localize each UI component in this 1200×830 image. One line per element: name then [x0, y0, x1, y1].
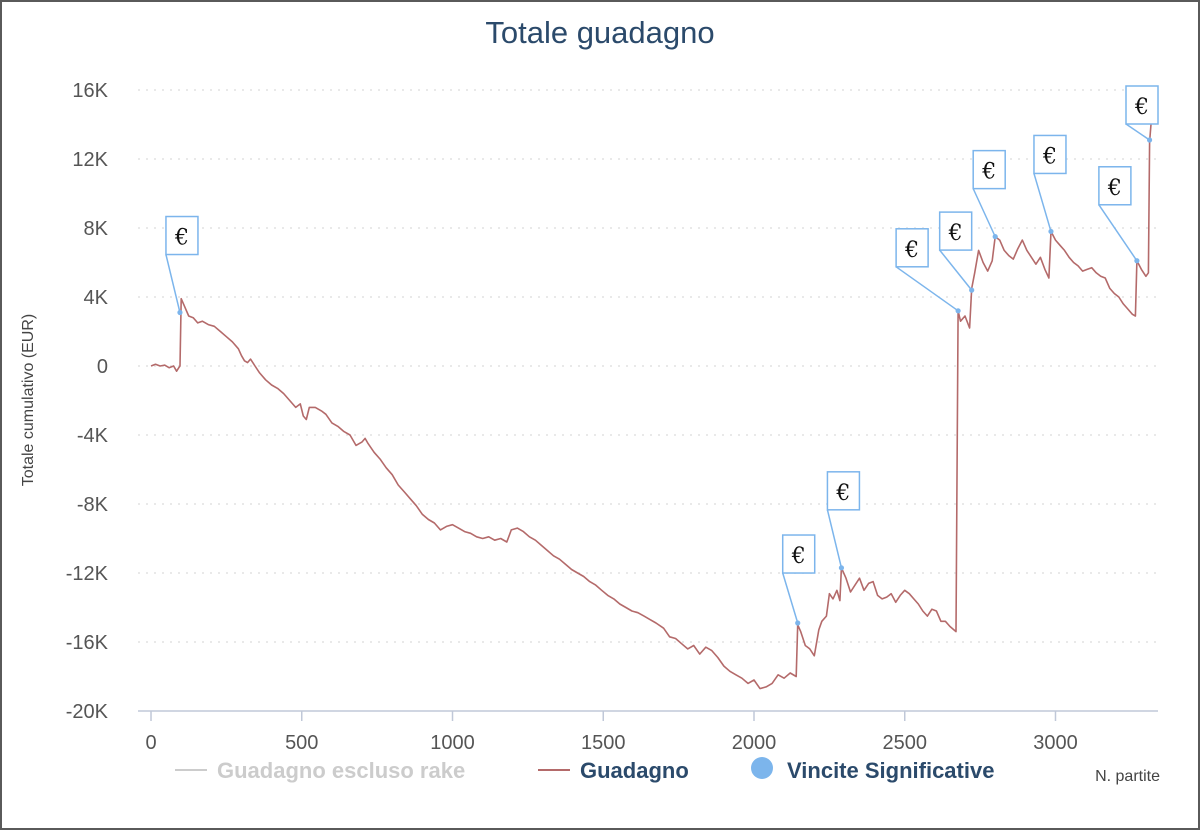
- win-flag-connector: [781, 572, 799, 624]
- win-flag-label: €: [1134, 95, 1149, 120]
- win-flag-connector: [1098, 204, 1138, 262]
- y-tick-label-16k: 16K: [72, 80, 108, 102]
- legend: Guadagno escluso rake Guadagno Vincite S…: [175, 757, 994, 783]
- legend-item-guadagno-escluso-rake[interactable]: Guadagno escluso rake: [175, 758, 465, 783]
- y-tick-label-4k: -4K: [77, 425, 109, 447]
- win-flag-connector: [1125, 123, 1150, 141]
- legend-label-guadagno-escluso-rake: Guadagno escluso rake: [217, 758, 465, 783]
- x-tick-label-0: 0: [145, 732, 156, 754]
- win-point[interactable]: [1146, 137, 1153, 143]
- y-tick-label-0: 0: [97, 356, 108, 378]
- win-flag-label: €: [948, 221, 963, 246]
- win-flag-connector: [972, 188, 996, 237]
- x-tick-label-3000: 3000: [1033, 732, 1078, 754]
- series-line-guadagno[interactable]: [150, 119, 1153, 690]
- win-flag-connector: [1033, 173, 1052, 232]
- series-layer: [150, 119, 1153, 690]
- win-point[interactable]: [177, 309, 183, 316]
- win-flag-7[interactable]: €: [1033, 134, 1067, 235]
- win-flag-connector: [826, 509, 843, 569]
- x-tick-label-1500: 1500: [581, 732, 626, 754]
- win-point[interactable]: [1134, 258, 1140, 264]
- flags-layer: € € € € € € € € €: [165, 85, 1159, 626]
- legend-label-vincite-significative: Vincite Significative: [787, 758, 994, 783]
- x-tick-label-500: 500: [285, 732, 318, 754]
- win-flag-box: [972, 149, 1006, 190]
- win-flag-label: €: [174, 226, 189, 251]
- win-flag-label: €: [1107, 176, 1122, 201]
- win-flag-box: [938, 211, 973, 251]
- win-flag-9[interactable]: €: [1125, 85, 1159, 143]
- chart-title: Totale guadagno: [485, 15, 714, 50]
- y-tick-label-16k: -16K: [66, 632, 109, 654]
- win-point[interactable]: [969, 287, 975, 293]
- win-flag-label: €: [791, 544, 806, 569]
- win-flag-box: [1033, 134, 1067, 175]
- win-flag-box: [895, 228, 929, 268]
- win-flag-box: [1098, 166, 1132, 206]
- y-axis-ticks: 16K 12K 8K 4K 0 -4K -8K -12K -16K -20K: [66, 80, 109, 723]
- win-flag-connector: [895, 266, 959, 312]
- y-tick-label-12k: 12K: [72, 149, 108, 171]
- win-flag-connector: [939, 249, 973, 291]
- x-tick-label-1000: 1000: [430, 732, 475, 754]
- win-point[interactable]: [992, 234, 998, 240]
- x-tick-label-2500: 2500: [882, 732, 927, 754]
- legend-label-guadagno: Guadagno: [580, 758, 689, 783]
- win-flag-label: €: [904, 238, 919, 263]
- win-flag-box: [1125, 85, 1159, 125]
- win-point[interactable]: [955, 308, 961, 314]
- win-flag-4[interactable]: €: [895, 228, 961, 314]
- y-axis-title: Totale cumulativo (EUR): [20, 314, 37, 487]
- legend-item-guadagno[interactable]: Guadagno: [538, 758, 689, 783]
- win-flag-box: [826, 471, 861, 511]
- win-flag-2[interactable]: €: [781, 534, 816, 626]
- legend-swatch-vincite-significative: [751, 757, 773, 779]
- win-flag-1[interactable]: €: [165, 215, 199, 316]
- win-point[interactable]: [795, 620, 801, 626]
- legend-item-vincite-significative[interactable]: Vincite Significative: [751, 757, 994, 783]
- win-point[interactable]: [838, 565, 845, 571]
- win-flag-label: €: [835, 481, 850, 506]
- win-flag-label: €: [981, 160, 996, 185]
- y-tick-label-4k: 4K: [84, 287, 109, 309]
- x-axis: 0 500 1000 1500 2000 2500 3000: [138, 710, 1158, 754]
- win-flag-8[interactable]: €: [1098, 166, 1140, 264]
- y-tick-label-12k: -12K: [66, 563, 109, 585]
- win-flag-5[interactable]: €: [938, 211, 975, 293]
- x-tick-label-2000: 2000: [732, 732, 777, 754]
- x-axis-title: N. partite: [1095, 768, 1160, 785]
- win-flag-3[interactable]: €: [826, 471, 861, 571]
- win-flag-label: €: [1042, 144, 1057, 169]
- win-flag-box: [781, 534, 816, 574]
- win-flag-connector: [165, 254, 181, 313]
- y-tick-label-20k: -20K: [66, 701, 109, 723]
- win-flag-box: [165, 215, 199, 256]
- win-point[interactable]: [1048, 228, 1054, 235]
- y-tick-label-8k: 8K: [84, 218, 109, 240]
- y-tick-label-8k: -8K: [77, 494, 109, 516]
- win-flag-6[interactable]: €: [972, 149, 1006, 240]
